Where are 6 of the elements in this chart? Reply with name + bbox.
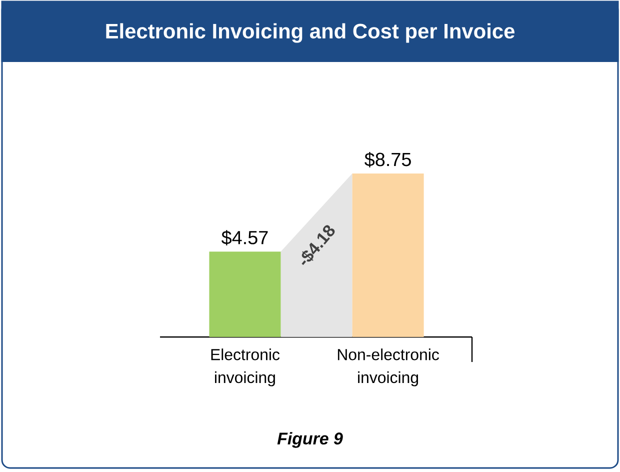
x-tick-label: Non-electronic invoicing [338, 348, 439, 386]
caption: Figure 9 [277, 432, 343, 448]
data-label: $8.75 [364, 152, 411, 168]
x-tick-label: Electronic invoicing [211, 348, 280, 386]
data-label: $4.57 [222, 230, 268, 246]
chart-title: Electronic Invoicing and Cost per Invoice [106, 23, 514, 43]
